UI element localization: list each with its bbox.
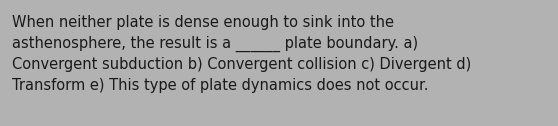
Text: When neither plate is dense enough to sink into the
asthenosphere, the result is: When neither plate is dense enough to si… bbox=[12, 15, 472, 92]
